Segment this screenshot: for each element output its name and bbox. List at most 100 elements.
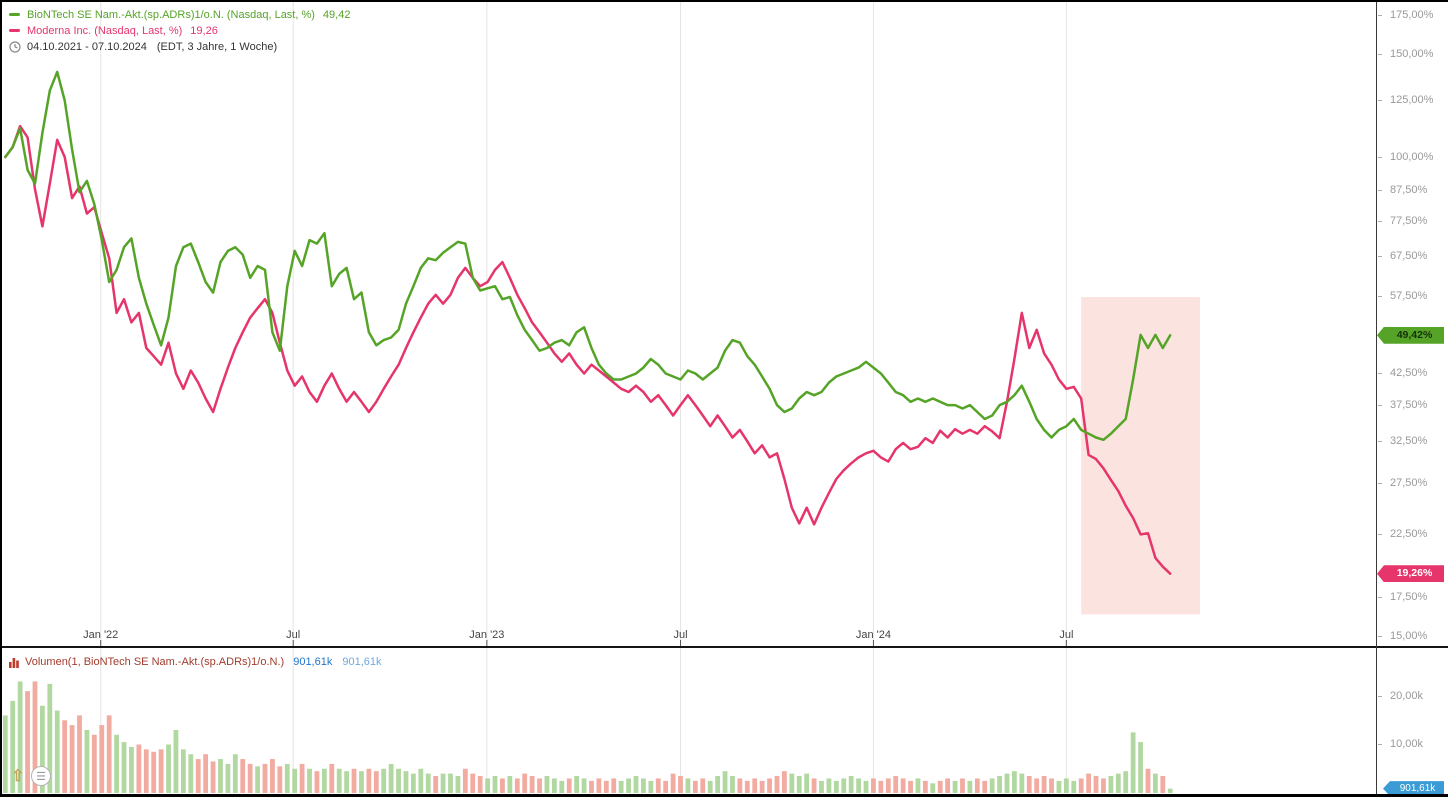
volume-bar (759, 780, 765, 793)
volume-bar (203, 754, 209, 793)
price-axis-tick (1378, 190, 1382, 192)
volume-bar (321, 768, 327, 793)
volume-bar (974, 778, 980, 793)
arrow-up-icon: ⇧ (11, 768, 25, 785)
volume-bar (908, 780, 913, 793)
price-axis-label: 150,00% (1390, 47, 1434, 60)
volume-bar (796, 776, 802, 793)
volume-bar (433, 776, 439, 793)
volume-value-primary: 901,61k (293, 656, 333, 668)
price-axis-label: 32,50% (1390, 434, 1428, 447)
axis-divider (1376, 0, 1377, 797)
chart-legend: BioNTech SE Nam.-Akt.(sp.ADRs)1/o.N. (Na… (9, 7, 350, 55)
volume-bar (40, 705, 45, 793)
volume-bar (670, 773, 676, 793)
volume-bar (462, 768, 468, 793)
volume-bar (1012, 771, 1017, 793)
volume-last-badge: 901,61k (1383, 781, 1444, 797)
volume-bar (1101, 778, 1106, 793)
volume-bar (641, 778, 646, 793)
volume-bar (440, 773, 446, 793)
volume-bar (700, 778, 706, 793)
price-axis-label: 27,50% (1390, 477, 1428, 490)
range-detail-label: (EDT, 3 Jahre, 1 Woche) (156, 40, 278, 53)
volume-bar (1115, 773, 1121, 793)
volume-bar (336, 768, 342, 793)
volume-bar (1056, 780, 1062, 793)
volume-bar (411, 773, 416, 793)
volume-bar (314, 771, 320, 793)
volume-bar (62, 720, 68, 793)
time-axis-label: Jan '22 (83, 629, 119, 641)
volume-bar (589, 780, 594, 793)
volume-icon (9, 657, 19, 668)
border-bottom (0, 794, 1448, 797)
volume-bar (129, 746, 134, 793)
volume-bar (1138, 742, 1143, 793)
volume-bar (737, 778, 743, 793)
volume-bar (210, 761, 216, 793)
price-axis-label: 87,50% (1390, 184, 1428, 197)
volume-bar (188, 754, 194, 793)
volume-bar (848, 776, 854, 793)
volume-bar (136, 744, 142, 793)
volume-bar (930, 783, 936, 793)
volume-legend: Volumen(1, BioNTech SE Nam.-Akt.(sp.ADRs… (9, 656, 382, 668)
price-axis-tick (1378, 255, 1382, 257)
volume-bar (2, 715, 8, 793)
volume-bar (544, 776, 550, 793)
price-axis-tick (1378, 636, 1382, 638)
volume-bar (403, 771, 409, 793)
price-axis-tick (1378, 483, 1382, 485)
volume-bar (307, 768, 312, 793)
volume-bar (871, 778, 876, 793)
sliders-icon: ☰ (36, 770, 46, 783)
volume-bar (359, 771, 364, 793)
volume-bar (960, 778, 965, 793)
volume-bar (1086, 773, 1092, 793)
volume-bar (470, 773, 476, 793)
price-axis-tick (1378, 156, 1382, 158)
price-axis-label: 67,50% (1390, 249, 1428, 262)
volume-bar (893, 776, 899, 793)
collapse-pane-button[interactable]: ⇧ (8, 766, 28, 786)
volume-bar (151, 751, 157, 793)
volume-bar (655, 778, 661, 793)
volume-bar (1063, 778, 1069, 793)
volume-axis-label: 20,00k (1390, 689, 1424, 702)
volume-axis-tick (1378, 744, 1382, 745)
price-axis-label: 57,50% (1390, 290, 1428, 303)
price-axis-tick (1378, 220, 1382, 222)
volume-bar (507, 776, 513, 793)
biontech-last-value: 49,42 (322, 8, 351, 21)
volume-bar (885, 778, 891, 793)
volume-bar (99, 725, 105, 793)
volume-bar (1041, 776, 1047, 793)
volume-bar (581, 778, 587, 793)
pane-separator[interactable] (0, 646, 1448, 648)
volume-bar (1071, 780, 1077, 793)
volume-bar (106, 715, 112, 793)
volume-bar (989, 778, 995, 793)
time-axis-label: Jul (286, 629, 301, 641)
volume-bar (529, 776, 535, 793)
volume-bar (707, 780, 713, 793)
moderna-last-price-badge: 19,26% (1377, 565, 1444, 583)
volume-bar (537, 778, 542, 793)
price-axis-tick (1378, 100, 1382, 102)
volume-bar (952, 780, 958, 793)
volume-bar (166, 744, 171, 793)
volume-bar (158, 749, 164, 793)
volume-bar (774, 776, 780, 793)
price-axis-label: 37,50% (1390, 398, 1428, 411)
moderna-line (4, 124, 1172, 575)
volume-bar (143, 749, 149, 793)
volume-bar (767, 778, 772, 793)
volume-bar (69, 725, 75, 793)
moderna-series-marker (9, 29, 20, 32)
pane-settings-button[interactable]: ☰ (31, 766, 51, 786)
volume-bar (388, 763, 394, 793)
volume-bar (744, 780, 750, 793)
volume-bar (551, 778, 557, 793)
